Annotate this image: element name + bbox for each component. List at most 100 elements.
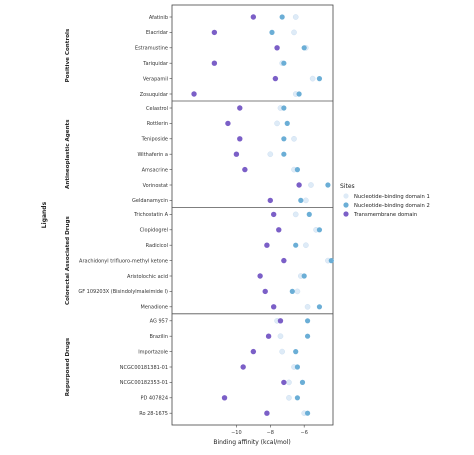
point-tmd [274,45,280,51]
point-tmd [237,105,243,111]
point-tmd [240,364,246,370]
point-nbd2 [316,76,323,82]
point-tmd [281,257,287,264]
y-tick-label: Withaferin a [137,152,168,158]
point-nbd2 [316,227,323,233]
point-nbd2 [328,258,334,264]
legend-title: Sites [340,183,355,190]
point-nbd2 [325,182,331,188]
point-nbd2 [306,211,312,217]
point-nbd1 [291,135,297,142]
point-nbd2 [296,91,302,97]
y-tick-label: Amsacrine [142,167,168,173]
x-tick-label: −6 [301,430,308,436]
point-nbd2 [279,14,285,20]
point-nbd1 [279,348,285,355]
point-nbd1 [303,197,309,204]
point-nbd2 [304,410,311,416]
plot-frame [171,4,334,426]
point-tmd [262,288,268,295]
point-nbd1 [308,182,314,188]
point-tmd [264,242,270,248]
point-tmd [250,14,257,20]
y-axis-ticks: Afatinib Elacridar Estramustine Tariquidar V… [78,15,172,417]
point-nbd2 [301,273,307,279]
point-nbd1 [267,151,274,157]
point-nbd1 [303,242,309,248]
point-tmd [281,379,287,386]
y-tick-label: AG 957 [150,319,168,325]
point-nbd1 [309,75,316,82]
y-tick-label: Vorinostat [143,183,168,189]
point-nbd2 [281,151,287,157]
point-nbd2 [294,395,301,401]
point-nbd2 [281,105,287,111]
point-nbd1 [274,120,280,127]
y-tick-label: PD 407824 [140,396,168,402]
point-tmd [296,182,302,188]
group-label: Repurposed Drugs [65,337,71,396]
point-nbd1 [286,394,292,401]
point-tmd [276,227,282,233]
y-tick-label: Elacridar [146,30,169,36]
x-axis-ticks: −10 −8 −6 [231,425,308,436]
point-tmd [270,304,277,310]
point-tmd [211,60,218,66]
legend-marker-tmd [343,211,349,217]
point-nbd1 [277,333,284,340]
y-tick-label: NCGC00181381-01 [120,365,168,371]
point-nbd1 [294,288,301,295]
point-nbd2 [284,120,290,126]
point-tmd [221,395,228,401]
y-tick-label: Estramustine [135,46,168,52]
point-nbd2 [299,379,306,385]
y-tick-label: Ro 28-1675 [139,411,168,417]
x-tick-label: −8 [267,430,274,436]
y-tick-label: Tariquidar [142,61,169,67]
y-tick-label: Brazilin [149,334,168,340]
point-nbd2 [269,29,275,35]
y-tick-label: Clopidogrel [140,228,168,234]
y-tick-label: Teniposide [141,137,168,143]
point-nbd2 [281,60,287,66]
group-labels: Positive Controls Antineoplastic Agents Co… [65,28,71,396]
point-tmd [237,136,243,142]
y-tick-label: Aristolochic acid [127,274,168,280]
point-nbd2 [293,349,299,355]
point-tmd [250,348,257,355]
y-tick-label: Geldanamycin [132,198,168,204]
point-tmd [233,151,240,157]
y-axis-title: Ligands [41,201,48,228]
point-nbd2 [289,288,295,294]
y-tick-label: Arachidonyl trifluoro-methyl ketone [79,258,168,264]
point-tmd [277,318,284,324]
legend-label-tmd: Transmembrane domain [353,212,417,218]
y-tick-label: Radicicol [146,243,168,249]
point-tmd [191,91,197,97]
point-tmd [257,273,263,279]
data-points [191,14,334,417]
point-tmd [242,166,248,173]
group-label: Colorectal Associated Drugs [65,216,71,306]
point-nbd1 [286,379,292,386]
point-nbd2 [301,45,307,51]
point-tmd [267,197,273,204]
legend: Sites Nucleotide–binding domain 1 Nucleo… [340,183,430,218]
group-label: Positive Controls [65,28,71,82]
x-tick-label: −10 [231,430,242,436]
point-tmd [211,29,218,36]
y-tick-label: Celastrol [146,106,168,112]
group-dividers [172,100,333,315]
point-nbd2 [316,304,323,310]
x-axis-title: Binding affinity (kcal/mol) [213,439,290,446]
y-tick-label: Afatinib [149,15,168,21]
point-nbd2 [294,167,301,173]
point-tmd [264,410,270,416]
y-tick-label: Menadione [141,305,169,311]
y-tick-label: Importazole [138,349,168,355]
point-nbd1 [291,29,297,36]
y-tick-label: GF 109203X (Bisindolylmaleimide I) [78,289,168,295]
legend-label-nbd2: Nucleotide–binding domain 2 [354,203,430,209]
y-tick-label: Trichostatin A [133,212,168,218]
point-tmd [225,120,231,127]
